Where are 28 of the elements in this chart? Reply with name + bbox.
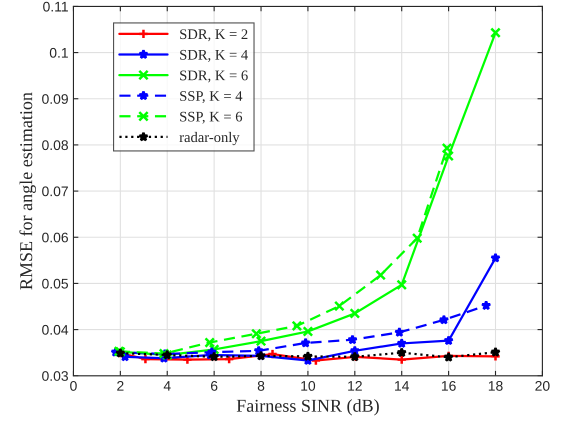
x-tick-label: 20 bbox=[535, 380, 550, 391]
y-axis-title: RMSE for angle estimation bbox=[19, 92, 36, 290]
y-tick-label: 0.03 bbox=[42, 371, 68, 381]
y-tick-label: 0.09 bbox=[42, 94, 68, 104]
x-tick-label: 12 bbox=[348, 380, 362, 391]
x-tick-label: 8 bbox=[258, 380, 264, 391]
y-tick-label: 0.04 bbox=[42, 324, 68, 335]
y-tick-label: 0.05 bbox=[42, 278, 68, 289]
x-axis-title: Fairness SINR (dB) bbox=[236, 399, 379, 416]
legend-label: radar-only bbox=[179, 132, 240, 146]
x-tick-label: 18 bbox=[488, 380, 503, 391]
legend-label: SSP, K = 6 bbox=[180, 112, 242, 124]
legend-label: SDR, K = 6 bbox=[180, 70, 248, 82]
x-tick-label: 4 bbox=[164, 381, 171, 391]
x-tick-label: 16 bbox=[442, 380, 456, 391]
y-tick-label: 0.07 bbox=[42, 186, 68, 196]
x-tick-label: 0 bbox=[70, 380, 77, 391]
x-tick-label: 10 bbox=[301, 380, 316, 391]
y-tick-label: 0.11 bbox=[43, 2, 68, 12]
x-tick-label: 14 bbox=[395, 381, 410, 391]
legend-label: SDR, K = 4 bbox=[180, 50, 248, 62]
legend-label: SSP, K = 4 bbox=[180, 91, 242, 104]
x-tick-label: 2 bbox=[117, 380, 124, 391]
y-tick-label: 0.1 bbox=[50, 48, 68, 58]
x-tick-label: 6 bbox=[210, 380, 218, 391]
y-tick-label: 0.06 bbox=[42, 232, 68, 242]
y-tick-label: 0.08 bbox=[42, 140, 68, 150]
legend-label: SDR, K = 2 bbox=[180, 29, 248, 42]
